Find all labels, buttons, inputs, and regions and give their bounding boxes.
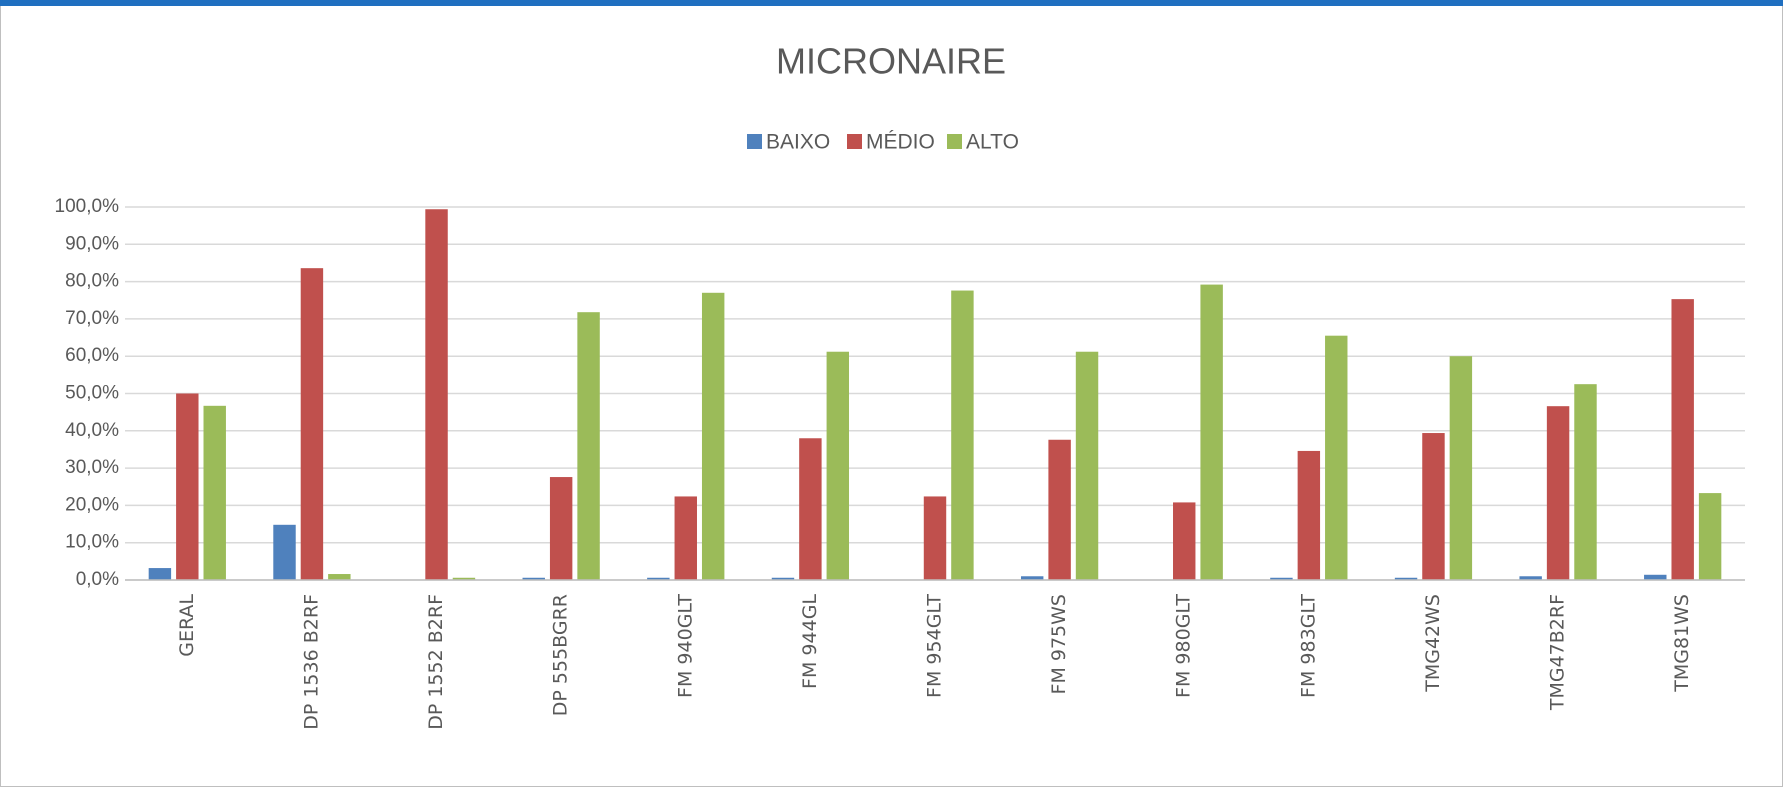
x-tick-label: FM 954GLT [924, 594, 946, 698]
bar [577, 312, 600, 580]
bar [1519, 576, 1542, 580]
y-tick-label: 60,0% [65, 345, 119, 366]
bar [1297, 450, 1321, 580]
x-tick-label: FM 944GL [799, 594, 821, 689]
bar [1325, 335, 1348, 580]
bar [771, 577, 795, 580]
legend-label: ALTO [966, 131, 1019, 154]
legend-swatch [847, 134, 862, 149]
y-tick-label: 90,0% [65, 233, 119, 254]
bar [647, 577, 670, 580]
bar [1048, 439, 1071, 580]
y-tick-label: 70,0% [65, 308, 119, 329]
bar [1449, 356, 1473, 580]
bar [1270, 577, 1293, 580]
bar [549, 477, 573, 580]
bar [1546, 406, 1570, 580]
y-tick-label: 80,0% [65, 271, 119, 292]
y-tick-label: 20,0% [65, 494, 119, 515]
y-tick-label: 50,0% [65, 383, 119, 404]
bar [1173, 502, 1196, 580]
legend-swatch [947, 134, 962, 149]
x-tick-label: TMG47B2RF [1547, 594, 1569, 711]
x-tick-label: DP 1552 B2RF [425, 594, 447, 730]
bar [1698, 493, 1722, 580]
x-tick-label: FM 940GLT [674, 594, 696, 698]
bar [425, 209, 448, 580]
bar [452, 577, 476, 580]
bar [1075, 351, 1099, 580]
bar [203, 405, 226, 580]
bar [923, 496, 947, 580]
y-tick-label: 10,0% [65, 532, 119, 553]
y-tick-label: 30,0% [65, 457, 119, 478]
bar [1644, 574, 1667, 580]
x-tick-label: FM 975WS [1048, 594, 1070, 694]
bar [826, 351, 850, 580]
bar [1020, 576, 1044, 580]
x-tick-label: FM 983GLT [1297, 594, 1319, 698]
chart-title: MICRONAIRE [776, 41, 1006, 82]
bar [1574, 384, 1597, 580]
x-tick-label: GERAL [176, 594, 198, 657]
bar [176, 393, 199, 580]
bar [300, 268, 324, 580]
x-tick-label: DP 1536 B2RF [300, 594, 322, 730]
bar [674, 496, 697, 580]
legend-label: BAIXO [766, 131, 830, 154]
bar [1200, 284, 1223, 580]
bar [328, 574, 351, 580]
legend-label: MÉDIO [866, 131, 935, 154]
y-tick-label: 40,0% [65, 420, 119, 441]
bar [522, 577, 545, 580]
y-tick-label: 0,0% [76, 569, 119, 590]
bar [148, 568, 172, 580]
legend-swatch [747, 134, 762, 149]
bar [1422, 433, 1445, 580]
x-tick-label: FM 980GLT [1173, 594, 1195, 698]
bar [951, 290, 974, 580]
x-tick-label: TMG42WS [1422, 594, 1444, 693]
bar [799, 438, 822, 580]
bar [1671, 299, 1694, 580]
x-tick-label: TMG81WS [1671, 594, 1693, 693]
x-tick-label: DP 555BGRR [550, 594, 572, 716]
top-bar [0, 0, 1783, 6]
bar [701, 292, 725, 580]
bar [1394, 577, 1418, 580]
bar [273, 524, 296, 580]
y-tick-label: 100,0% [55, 196, 120, 217]
